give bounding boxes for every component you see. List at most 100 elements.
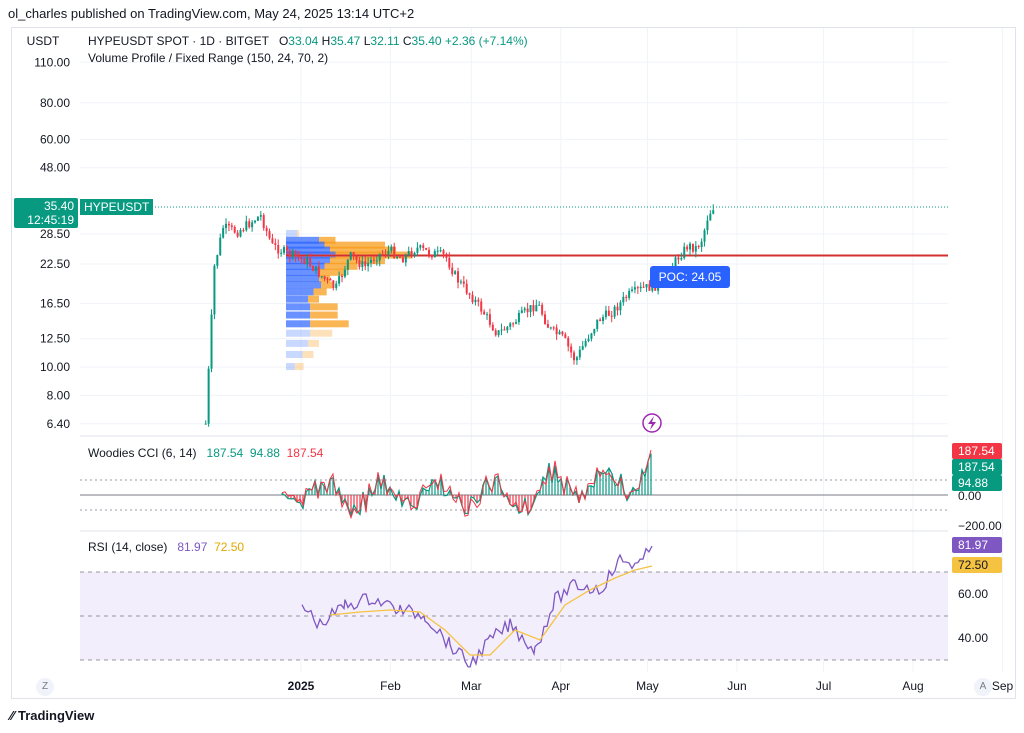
candle-down	[312, 266, 315, 271]
auto-scale-button[interactable]: A	[974, 678, 992, 696]
candle-up	[633, 287, 636, 290]
last-price-tag: 35.40 12:45:19	[14, 198, 78, 228]
candle-down	[686, 246, 689, 250]
attribution-text: ol_charles published on TradingView.com,…	[8, 6, 415, 21]
currency-button[interactable]: USDT	[16, 31, 70, 51]
candle-down	[494, 330, 497, 336]
time-tick-label: Apr	[551, 679, 570, 693]
candle-up	[207, 368, 210, 424]
zoom-button[interactable]: Z	[36, 678, 54, 696]
tradingview-logo[interactable]: ⁄⁄ TradingView	[10, 708, 95, 723]
candle-up	[343, 269, 346, 277]
candle-up	[578, 349, 581, 358]
candle-down	[607, 310, 610, 316]
volume-profile-up-bar	[286, 274, 319, 282]
rsi-ma-tag: 72.50	[952, 557, 1002, 573]
candle-up	[613, 306, 616, 317]
candle-up	[689, 243, 692, 250]
candle-down	[555, 327, 558, 335]
candle-down	[323, 276, 326, 279]
candle-down	[468, 293, 471, 295]
candle-down	[445, 253, 448, 258]
time-tick-label: Aug	[902, 679, 923, 693]
candle-down	[422, 245, 425, 248]
candle-up	[535, 305, 538, 312]
chart-frame	[11, 27, 1016, 699]
candle-up	[259, 215, 262, 217]
poc-label: POC: 24.05	[650, 266, 730, 288]
candle-up	[712, 210, 715, 214]
candle-down	[309, 258, 312, 267]
candle-down	[677, 257, 680, 260]
volume-profile-legend[interactable]: Volume Profile / Fixed Range (150, 24, 7…	[88, 51, 329, 65]
volume-profile-up-bar	[286, 229, 297, 237]
rsi-tag: 81.97	[952, 537, 1002, 553]
cci-tag-2: 187.54	[952, 459, 1002, 475]
candle-up	[222, 228, 225, 238]
candle-up	[631, 289, 634, 291]
volume-profile-up-bar	[286, 241, 325, 249]
volume-profile-up-bar	[286, 311, 311, 319]
candle-down	[294, 250, 297, 257]
candle-down	[285, 247, 288, 251]
candle-up	[506, 326, 509, 331]
candle-up	[590, 333, 593, 339]
candle-down	[546, 323, 549, 328]
candle-down	[561, 331, 564, 335]
candle-down	[570, 346, 573, 353]
candles	[204, 204, 715, 427]
candle-down	[227, 223, 230, 226]
candle-up	[584, 340, 587, 347]
grid-lines	[80, 28, 1004, 672]
candle-up	[387, 250, 390, 255]
price-tick-label: 28.50	[40, 227, 70, 241]
candle-down	[691, 243, 694, 252]
cci-line	[281, 453, 652, 518]
volume-profile-up-bar	[286, 363, 295, 371]
candle-down	[352, 252, 355, 257]
candle-up	[596, 319, 599, 330]
time-tick-label: Jul	[816, 679, 831, 693]
candle-up	[349, 252, 352, 260]
candle-up	[709, 213, 712, 221]
price-tick-label: 22.50	[40, 257, 70, 271]
candle-up	[604, 310, 607, 318]
candle-down	[381, 253, 384, 255]
rsi-legend[interactable]: RSI (14, close) 81.97 72.50	[88, 540, 245, 554]
candle-up	[210, 314, 213, 369]
candle-up	[523, 308, 526, 311]
candle-down	[532, 305, 535, 312]
candle-up	[251, 222, 254, 228]
candle-down	[372, 259, 375, 261]
candle-down	[512, 323, 515, 325]
candle-up	[486, 314, 489, 316]
candle-up	[645, 284, 648, 288]
candle-up	[454, 271, 457, 275]
candle-down	[457, 271, 460, 283]
candle-down	[483, 311, 486, 315]
rsi-ma-line	[329, 565, 653, 656]
candle-up	[517, 312, 520, 323]
tv-logo-icon: ⁄⁄	[10, 708, 18, 723]
candle-up	[538, 304, 541, 306]
symbol-label[interactable]: HYPEUSDT SPOT · 1D · BITGET	[88, 34, 269, 48]
candle-up	[515, 322, 518, 324]
candle-up	[407, 250, 410, 255]
candle-up	[500, 329, 503, 331]
candle-up	[587, 338, 590, 341]
cci-level-neg200: −200.00	[958, 519, 1002, 533]
flash-icon	[642, 413, 662, 433]
time-tick-label: Sep	[992, 679, 1014, 693]
cci-legend[interactable]: Woodies CCI (6, 14) 187.54 94.88 187.54	[88, 446, 324, 460]
candle-down	[477, 299, 480, 302]
candle-up	[256, 216, 259, 221]
candle-down	[393, 246, 396, 259]
candle-up	[694, 246, 697, 252]
candle-up	[602, 317, 605, 322]
candle-down	[271, 238, 274, 244]
volume-profile-up-bar	[286, 262, 325, 270]
main-legend: HYPEUSDT SPOT · 1D · BITGET O33.04 H35.4…	[88, 34, 528, 48]
candle-down	[573, 352, 576, 361]
candle-up	[593, 329, 596, 334]
